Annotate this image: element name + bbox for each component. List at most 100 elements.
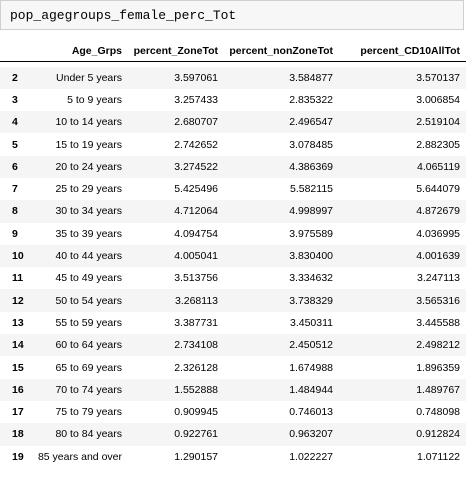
table-cell: 50 to 54 years (55, 294, 122, 307)
table-cell: 2.326128 (174, 361, 218, 374)
table-row: 5 15 to 19 years 2.742652 3.078485 2.882305 (0, 133, 466, 156)
table-cell: 2.519104 (416, 116, 460, 129)
table-cell: 1.489767 (416, 383, 460, 396)
table-cell: 3.268113 (174, 294, 218, 307)
table-cell: 2.882305 (416, 138, 460, 151)
row-index: 2 (12, 71, 18, 84)
table-cell: 2.835322 (289, 93, 333, 106)
table-cell: 3.738329 (289, 294, 333, 307)
row-index: 12 (12, 294, 24, 307)
table-row: 15 65 to 69 years 2.326128 1.674988 1.896359 (0, 356, 466, 379)
table-cell: 35 to 39 years (55, 227, 122, 240)
table-cell: 70 to 74 years (55, 383, 122, 396)
table-cell: 3.257433 (174, 93, 218, 106)
table-cell: 25 to 29 years (55, 183, 122, 196)
table-cell: 3.513756 (174, 272, 218, 285)
table-cell: 1.022227 (289, 450, 333, 463)
table-cell: 3.975589 (289, 227, 333, 240)
table-cell: 75 to 79 years (55, 406, 122, 419)
table-cell: 55 to 59 years (55, 316, 122, 329)
table-cell: 1.896359 (416, 361, 460, 374)
table-cell: 5.582115 (289, 183, 333, 196)
table-cell: 1.484944 (289, 383, 333, 396)
table-cell: 4.094754 (174, 227, 218, 240)
column-header: percent_CD10AllTot (339, 41, 466, 62)
table-cell: 1.552888 (174, 383, 218, 396)
table-cell: 15 to 19 years (55, 138, 122, 151)
code-cell[interactable]: pop_agegroups_female_perc_Tot (0, 0, 464, 30)
row-index: 18 (12, 428, 24, 441)
table-cell: 3.565316 (416, 294, 460, 307)
table-cell: 3.450311 (289, 316, 333, 329)
table-row: 14 60 to 64 years 2.734108 2.450512 2.498212 (0, 334, 466, 357)
table-cell: 65 to 69 years (55, 361, 122, 374)
table-row: 18 80 to 84 years 0.922761 0.963207 0.912824 (0, 423, 466, 446)
table-cell: 0.909945 (174, 406, 218, 419)
table-cell: 2.680707 (174, 116, 218, 129)
table-cell: 4.005041 (174, 250, 218, 263)
column-header: Age_Grps (32, 41, 128, 62)
table-cell: 4.001639 (416, 250, 460, 263)
table-cell: 45 to 49 years (55, 272, 122, 285)
table-cell: 1.674988 (289, 361, 333, 374)
table-row: 11 45 to 49 years 3.513756 3.334632 3.247113 (0, 267, 466, 290)
table-row: 16 70 to 74 years 1.552888 1.484944 1.489767 (0, 378, 466, 401)
table-cell: 0.912824 (416, 428, 460, 441)
table-row: 8 30 to 34 years 4.712064 4.998997 4.872679 (0, 200, 466, 223)
code-cell-text: pop_agegroups_female_perc_Tot (10, 8, 237, 23)
row-index: 19 (12, 450, 24, 463)
table-cell: 2.734108 (174, 339, 218, 352)
table-cell: 20 to 24 years (55, 160, 122, 173)
table-cell: 4.712064 (174, 205, 218, 218)
row-index: 17 (12, 406, 24, 419)
table-body: 2 Under 5 years 3.597061 3.584877 3.570137 3 5… (0, 61, 466, 468)
table-row: 6 20 to 24 years 3.274522 4.386369 4.065119 (0, 155, 466, 178)
table-cell: 2.450512 (289, 339, 333, 352)
column-header: percent_nonZoneTot (224, 41, 339, 62)
table-row: 9 35 to 39 years 4.094754 3.975589 4.036995 (0, 222, 466, 245)
row-index: 7 (12, 183, 18, 196)
table-cell: 5.644079 (416, 183, 460, 196)
table-row: 17 75 to 79 years 0.909945 0.746013 0.748098 (0, 400, 466, 424)
table-cell: 5.425496 (174, 183, 218, 196)
dataframe-table: Age_Grps percent_ZoneTot percent_nonZoneTo… (0, 41, 466, 468)
table-cell: 2.742652 (174, 138, 218, 151)
row-index: 4 (12, 116, 18, 129)
row-index: 5 (12, 138, 18, 151)
table-row: 19 85 years and over 1.290157 1.022227 1.071… (0, 445, 466, 468)
table-cell: 1.290157 (174, 450, 218, 463)
row-index: 3 (12, 93, 18, 106)
row-index: 11 (12, 272, 24, 285)
table-cell: 60 to 64 years (55, 339, 122, 352)
table-cell: 4.386369 (289, 160, 333, 173)
table-cell: 3.274522 (174, 160, 218, 173)
table-cell: 3.247113 (416, 272, 460, 285)
table-row: 12 50 to 54 years 3.268113 3.738329 3.565316 (0, 289, 466, 312)
index-header (0, 41, 32, 62)
column-header: percent_ZoneTot (128, 41, 224, 62)
table-cell: 1.071122 (416, 450, 460, 463)
table-cell: 0.963207 (289, 428, 333, 441)
table-cell: 80 to 84 years (55, 428, 122, 441)
table-row: 7 25 to 29 years 5.425496 5.582115 5.644079 (0, 177, 466, 201)
table-cell: Under 5 years (56, 71, 122, 84)
table-cell: 40 to 44 years (55, 250, 122, 263)
row-index: 8 (12, 205, 18, 218)
row-index: 9 (12, 227, 18, 240)
row-index: 14 (12, 339, 24, 352)
table-cell: 2.498212 (416, 339, 460, 352)
row-index: 10 (12, 250, 24, 263)
table-cell: 3.584877 (289, 71, 333, 84)
table-cell: 3.006854 (416, 93, 460, 106)
table-row: 10 40 to 44 years 4.005041 3.830400 4.001639 (0, 244, 466, 268)
table-cell: 3.334632 (289, 272, 333, 285)
row-index: 6 (12, 160, 18, 173)
table-row: 13 55 to 59 years 3.387731 3.450311 3.445588 (0, 311, 466, 335)
table-cell: 2.496547 (289, 116, 333, 129)
row-index: 13 (12, 316, 24, 329)
table-cell: 3.597061 (174, 71, 218, 84)
table-header: Age_Grps percent_ZoneTot percent_nonZoneTo… (0, 41, 466, 62)
table-cell: 30 to 34 years (55, 205, 122, 218)
table-row: 4 10 to 14 years 2.680707 2.496547 2.519104 (0, 111, 466, 134)
table-cell: 3.387731 (174, 316, 218, 329)
